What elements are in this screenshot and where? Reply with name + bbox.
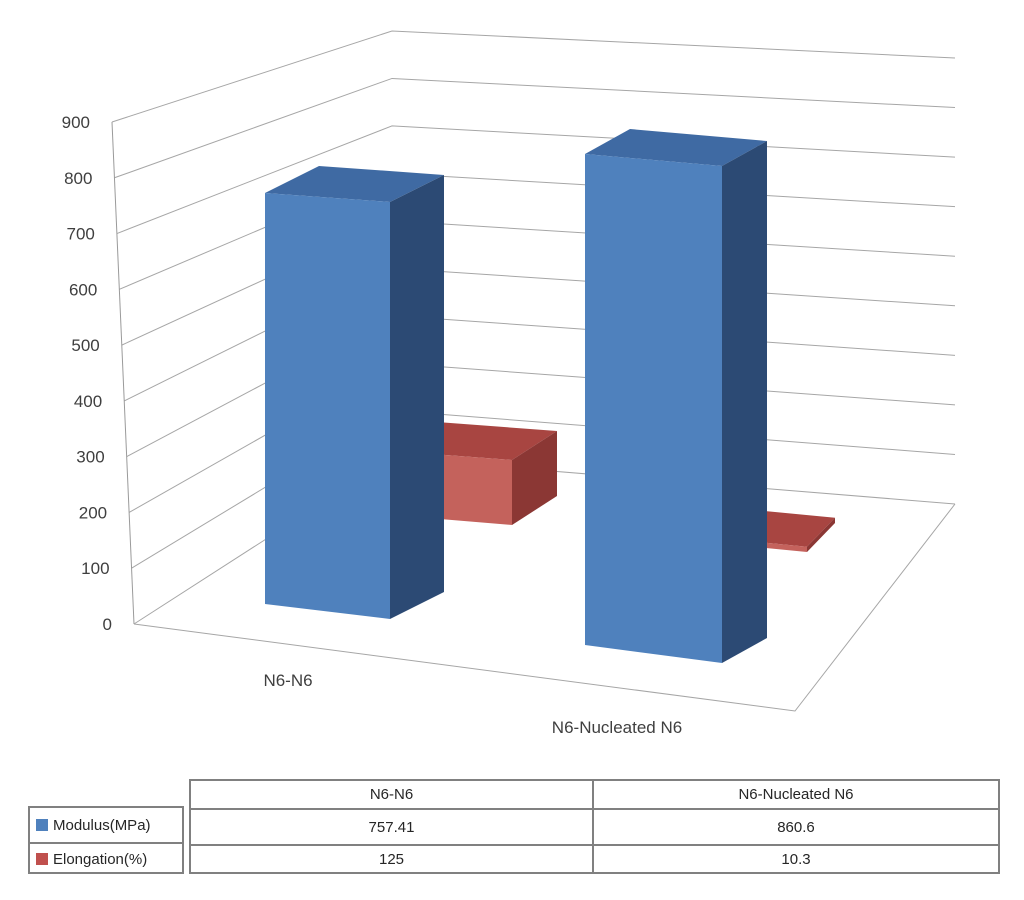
- bar-modulus-mpa-n6-nucleated-n6-side-face[interactable]: [722, 141, 767, 663]
- y-axis-label-0: 0: [103, 615, 112, 634]
- x-axis-label-n6-n6: N6-N6: [263, 671, 312, 690]
- bar-modulus-mpa-n6-nucleated-n6[interactable]: [585, 129, 767, 663]
- bar-modulus-mpa-n6-n6-front-face[interactable]: [265, 192, 390, 619]
- elongation-series-swatch-icon: [36, 853, 48, 865]
- y-axis-label-700: 700: [67, 225, 95, 244]
- column-header: N6-N6: [369, 786, 414, 803]
- table-cell-modulus-nucleated: 860.6: [592, 810, 998, 844]
- bar-modulus-mpa-n6-n6[interactable]: [265, 165, 444, 619]
- bar-elongation-n6-n6-side-face[interactable]: [512, 431, 557, 525]
- bar-modulus-mpa-n6-n6-top-face[interactable]: [265, 165, 444, 202]
- y-axis-label-200: 200: [79, 503, 107, 522]
- y-axis-label-800: 800: [64, 169, 92, 188]
- table-cell-modulus-n6n6: 757.41: [368, 818, 415, 836]
- table-cell-elongation-n6n6: 125: [378, 850, 405, 868]
- bar-modulus-mpa-n6-nucleated-n6-top-face[interactable]: [585, 129, 767, 167]
- table-row: Elongation(%): [30, 844, 182, 874]
- x-axis-label-n6-nucleated-n6: N6-Nucleated N6: [552, 718, 682, 737]
- value-axis-line: [111, 121, 135, 625]
- table-header-row: N6-N6 N6-Nucleated N6: [191, 781, 998, 808]
- gridline-900: [111, 30, 956, 123]
- chart-area: 0 100 200 300 400 500 600 700 800 900 N6-N6 N6-Nucl…: [62, 30, 956, 737]
- y-axis-label-100: 100: [81, 559, 109, 578]
- bar-modulus-mpa-n6-nucleated-n6-front-face[interactable]: [585, 154, 722, 663]
- series-label: Modulus(MPa): [53, 816, 151, 834]
- y-axis-label-300: 300: [76, 448, 104, 467]
- y-axis-label-600: 600: [69, 280, 97, 299]
- gridline-700: [116, 125, 956, 235]
- gridline-800: [114, 77, 956, 179]
- bar-elongation-n6-nucleated-n6-side-face[interactable]: [807, 517, 835, 552]
- table-row: Modulus(MPa): [30, 808, 182, 844]
- series-label: Elongation(%): [53, 850, 148, 868]
- table-legend-column: Modulus(MPa) Elongation(%): [28, 806, 184, 874]
- column-header: N6-Nucleated N6: [592, 781, 998, 808]
- y-axis-label-400: 400: [74, 392, 102, 411]
- floor-front-edge: [133, 503, 956, 712]
- bar-modulus-mpa-n6-n6-side-face[interactable]: [390, 174, 444, 619]
- gridline-600: [119, 172, 956, 290]
- plot-3d-column-chart: 0 100 200 300 400 500 600 700 800 900 N6-N6 N6-Nucl…: [62, 30, 956, 737]
- table-row: 125 10.3: [191, 844, 998, 872]
- table-data-columns: N6-N6 N6-Nucleated N6 757.41 860.6 125 1…: [189, 779, 1000, 874]
- y-axis-label-500: 500: [71, 336, 99, 355]
- modulus-series-swatch-icon: [36, 819, 48, 831]
- gridline-400: [124, 267, 956, 402]
- table-row: 757.41 860.6: [191, 808, 998, 844]
- y-axis-label-900: 900: [62, 113, 90, 132]
- table-cell-elongation-nucleated: 10.3: [592, 846, 998, 872]
